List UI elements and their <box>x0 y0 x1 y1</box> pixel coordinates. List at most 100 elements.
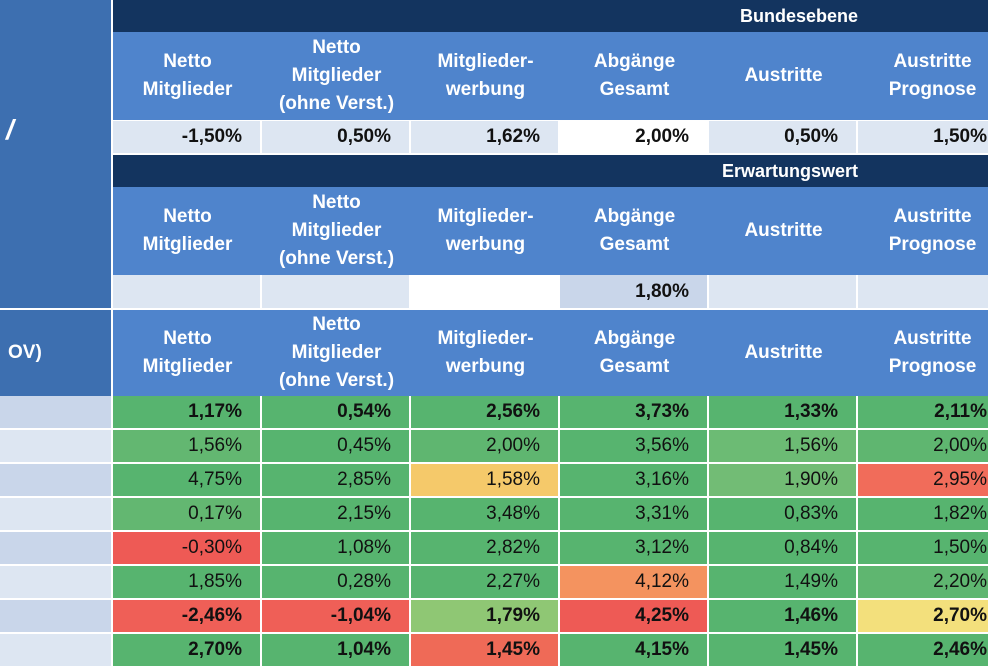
column-header-line: Austritte <box>744 65 823 86</box>
column-header-6: Austritte Prognose <box>858 310 988 396</box>
bundesebene-value-cell: 1,50% <box>858 121 988 155</box>
row-label-cell <box>0 634 111 668</box>
column-header-line: Mitglieder- <box>437 51 534 72</box>
bundesebene-value-cell: -1,50% <box>113 121 262 155</box>
data-cell: 1,45% <box>411 634 560 668</box>
row-label-cell <box>0 600 111 634</box>
data-cell: 1,49% <box>709 566 858 600</box>
data-cell: 4,15% <box>560 634 709 668</box>
data-cell: 1,56% <box>709 430 858 464</box>
column-header-4: Abgänge Gesamt <box>560 187 709 275</box>
data-cell: 2,95% <box>858 464 988 498</box>
column-header-4: Abgänge Gesamt <box>560 32 709 120</box>
data-cell: -0,30% <box>113 532 262 566</box>
data-cell: 1,50% <box>858 532 988 566</box>
erwartungswert-value-cell <box>411 275 560 310</box>
column-header-6: Austritte Prognose <box>858 32 988 120</box>
ov-label: OV) <box>8 342 42 363</box>
row-label-cell <box>0 566 111 600</box>
data-cell: 1,82% <box>858 498 988 532</box>
ov-label-cell: OV) <box>0 310 111 396</box>
column-header-line: (ohne Verst.) <box>278 370 395 391</box>
column-header-3: Mitglieder-werbung <box>411 187 560 275</box>
column-header-line: Abgänge <box>593 51 676 72</box>
column-header-1: Netto Mitglieder <box>113 32 262 120</box>
data-cell: 2,82% <box>411 532 560 566</box>
column-header-line: Austritte <box>744 342 823 363</box>
column-header-5: Austritte <box>709 310 858 396</box>
data-cell: 2,00% <box>411 430 560 464</box>
column-header-line: Gesamt <box>599 356 670 377</box>
erwartungswert-value-cell <box>709 275 858 310</box>
column-header-line: Abgänge <box>593 328 676 349</box>
column-header-line: Mitglieder <box>291 65 382 86</box>
header-row-1 <box>113 32 988 120</box>
data-cell: 4,25% <box>560 600 709 634</box>
column-header-line: Gesamt <box>599 234 670 255</box>
data-cell: 2,15% <box>262 498 411 532</box>
column-header-line: Prognose <box>888 79 977 100</box>
data-cell: 0,83% <box>709 498 858 532</box>
data-cell: 0,28% <box>262 566 411 600</box>
data-cell: 1,08% <box>262 532 411 566</box>
data-cell: 4,75% <box>113 464 262 498</box>
column-header-2: Netto Mitglieder (ohne Verst.) <box>262 310 411 396</box>
data-cell: 1,45% <box>709 634 858 668</box>
data-cell: 1,33% <box>709 396 858 430</box>
data-cell: 2,70% <box>113 634 262 668</box>
section-band-erwartungswert: Erwartungswert <box>113 155 988 187</box>
data-cell: 1,56% <box>113 430 262 464</box>
data-cell: 3,48% <box>411 498 560 532</box>
column-header-line: (ohne Verst.) <box>278 248 395 269</box>
data-cell: 1,04% <box>262 634 411 668</box>
column-header-line: Netto <box>312 192 361 213</box>
column-header-3: Mitglieder-werbung <box>411 32 560 120</box>
column-header-line: werbung <box>445 79 526 100</box>
column-header-line: Austritte <box>893 328 972 349</box>
data-cell: 4,12% <box>560 566 709 600</box>
erwartungswert-value-cell: 1,80% <box>560 275 709 310</box>
row-label-cell <box>0 396 111 430</box>
data-cell: 3,73% <box>560 396 709 430</box>
header-row-3 <box>113 310 988 396</box>
data-cell: 2,56% <box>411 396 560 430</box>
column-header-1: Netto Mitglieder <box>113 310 262 396</box>
column-header-line: werbung <box>445 234 526 255</box>
data-cell: 2,20% <box>858 566 988 600</box>
column-header-line: Mitglieder <box>142 234 233 255</box>
data-cell: 0,45% <box>262 430 411 464</box>
column-header-line: Mitglieder- <box>437 206 534 227</box>
column-header-line: Gesamt <box>599 79 670 100</box>
column-header-line: Austritte <box>744 220 823 241</box>
data-cell: 0,17% <box>113 498 262 532</box>
data-cell: 0,54% <box>262 396 411 430</box>
data-cell: -2,46% <box>113 600 262 634</box>
column-header-3: Mitglieder-werbung <box>411 310 560 396</box>
data-cell: 2,11% <box>858 396 988 430</box>
data-cell: 3,31% <box>560 498 709 532</box>
column-header-line: Austritte <box>893 51 972 72</box>
column-header-line: Abgänge <box>593 206 676 227</box>
row-label-cell <box>0 532 111 566</box>
data-cell: 1,58% <box>411 464 560 498</box>
data-cell: 1,85% <box>113 566 262 600</box>
column-header-line: Mitglieder <box>291 220 382 241</box>
column-header-line: Mitglieder- <box>437 328 534 349</box>
row-label-column <box>0 0 111 308</box>
row-label-slash: / <box>6 114 14 145</box>
column-header-line: Netto <box>312 314 361 335</box>
section-band-bundesebene: Bundesebene <box>113 0 988 32</box>
row-label-cell <box>0 498 111 532</box>
column-header-6: Austritte Prognose <box>858 187 988 275</box>
column-header-line: Austritte <box>893 206 972 227</box>
bundesebene-value-cell: 1,62% <box>411 121 560 155</box>
data-cell: 1,90% <box>709 464 858 498</box>
column-header-line: Mitglieder <box>291 342 382 363</box>
bundesebene-value-cell: 2,00% <box>560 121 709 155</box>
data-cell: 3,16% <box>560 464 709 498</box>
column-header-line: Prognose <box>888 234 977 255</box>
column-header-line: Mitglieder <box>142 79 233 100</box>
column-header-line: Netto <box>163 206 212 227</box>
column-header-5: Austritte <box>709 187 858 275</box>
column-header-line: (ohne Verst.) <box>278 93 395 114</box>
